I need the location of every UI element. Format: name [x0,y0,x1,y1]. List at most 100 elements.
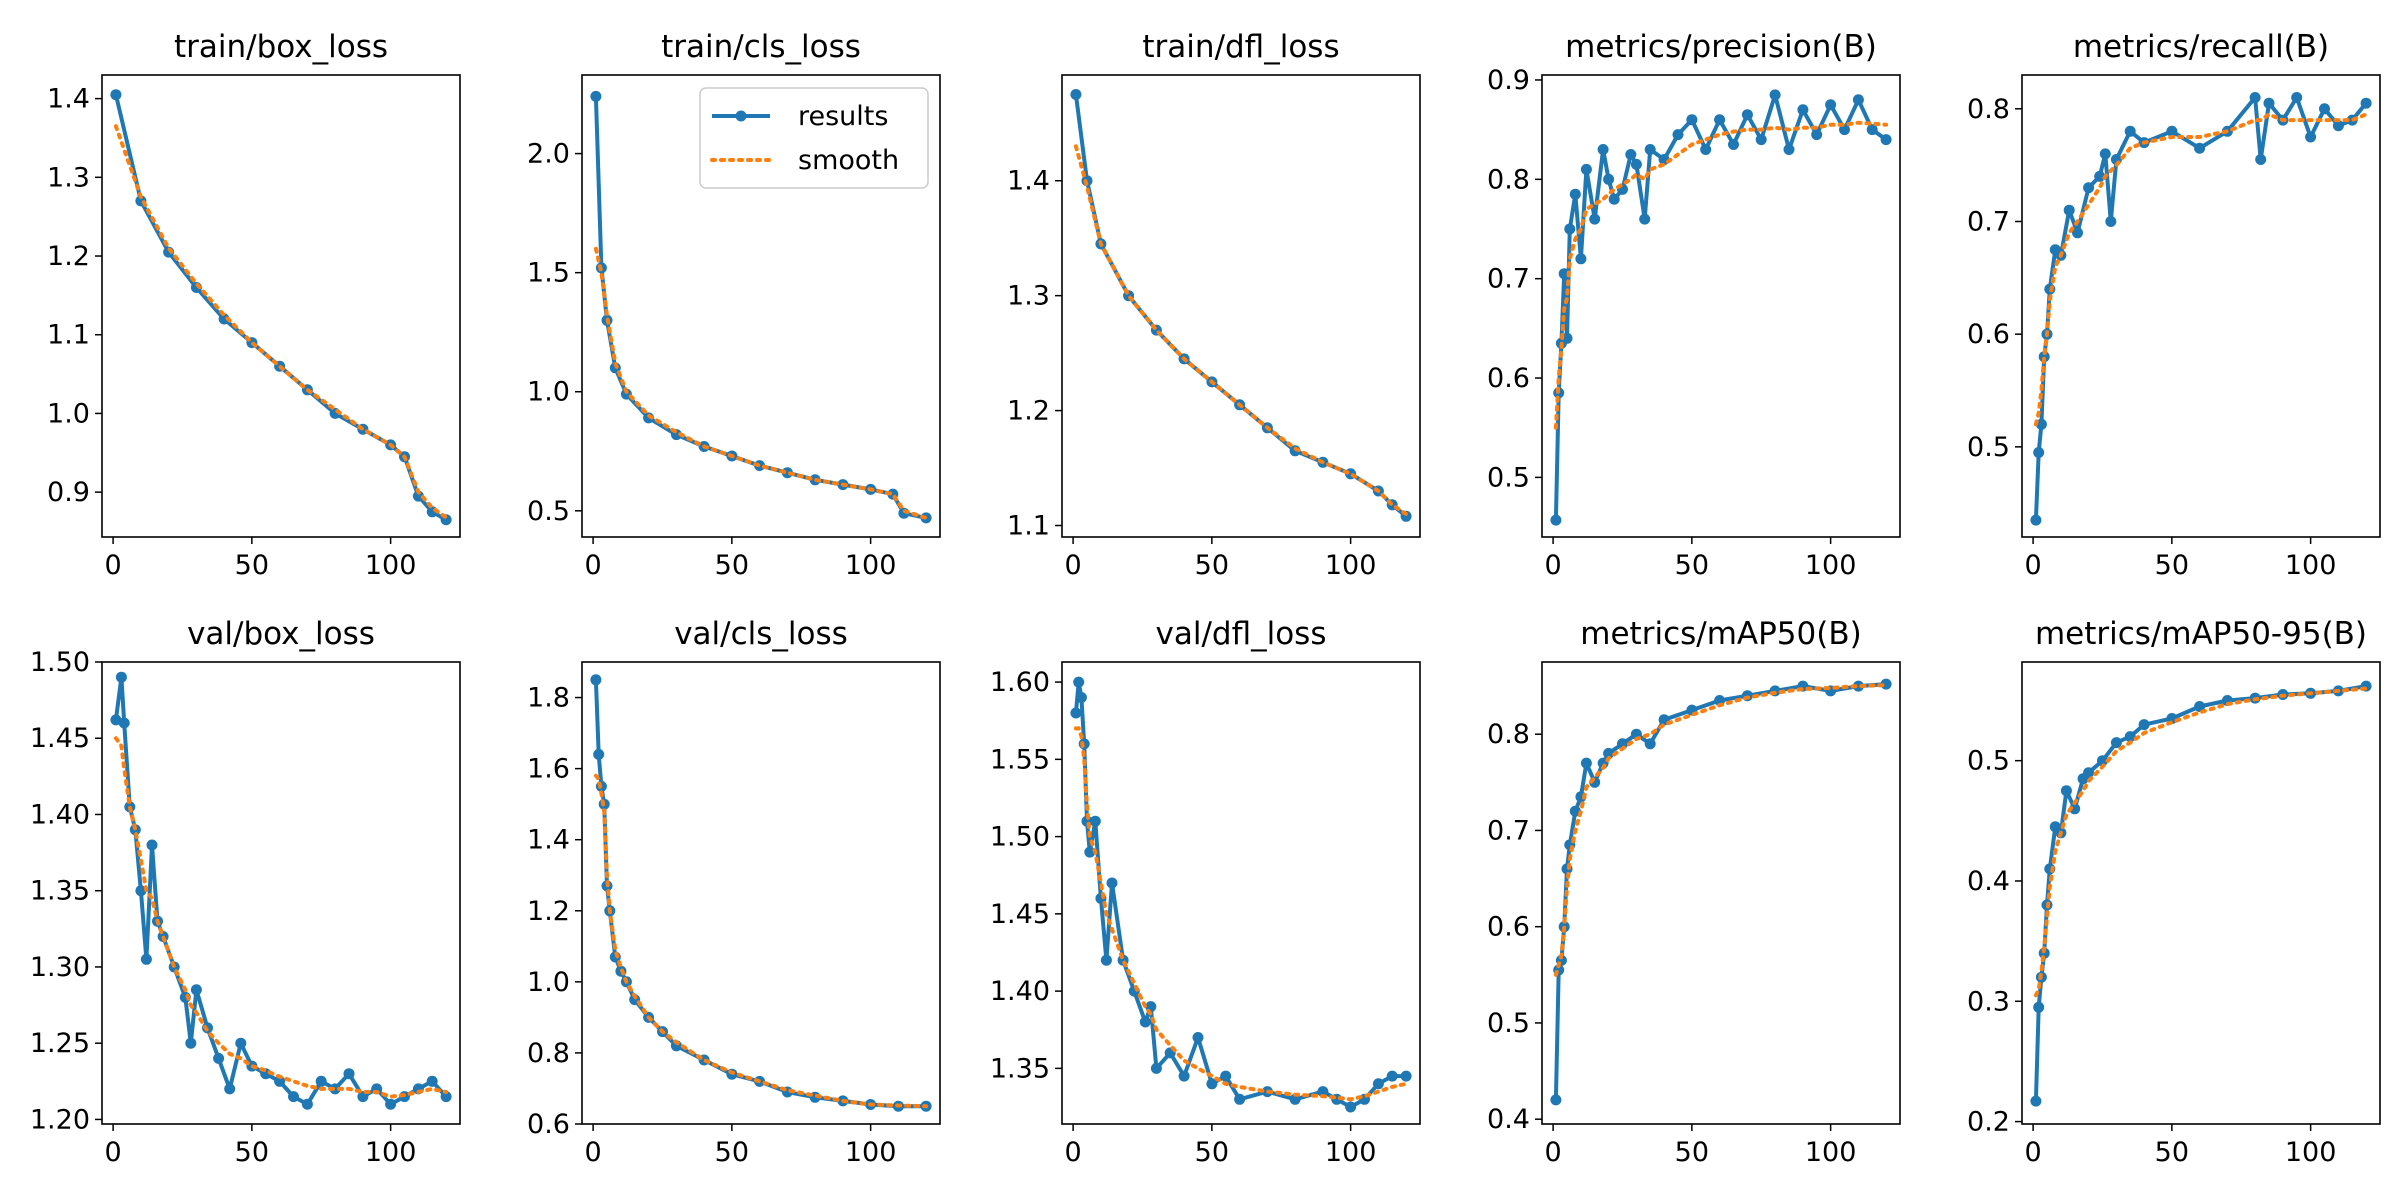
series-results-point [385,1098,397,1110]
series-results-point [1386,1070,1398,1082]
series-results-point [1192,1032,1204,1043]
series-results-point [590,90,602,102]
panel-train-dfl-loss: train/dfl_loss 0 50 100 1.1 1.2 1.3 1.4 [1007,29,1421,581]
y-tick-label: 0.7 [1967,206,2010,237]
series-results-point [2063,204,2075,216]
series-results-point [2083,182,2095,194]
series-results-point [2291,92,2303,103]
series-results-point [1852,680,1864,692]
y-tick-label: 1.40 [990,976,1050,1007]
x-tick-label: 100 [845,1137,897,1168]
axes-frame [1061,661,1421,1125]
panel-title: train/dfl_loss [1142,29,1339,65]
axes-frame [581,74,941,538]
axes-frame [101,661,461,1125]
series-results-point [1811,129,1823,141]
panel-title: metrics/recall(B) [2073,29,2329,65]
series-results-point [2083,767,2095,779]
series-smooth-line [113,736,449,1099]
series-results-point [1073,676,1085,688]
series-results-point [2110,737,2122,749]
series-results-point [2038,351,2050,363]
x-tick-label: 0 [2025,550,2042,581]
panel-metrics-map50-b: metrics/mAP50(B) 0 50 100 0.4 0.5 0.6 0.7 0.8 [1487,616,1901,1168]
series-results-point [426,1075,438,1087]
y-tick-label: 0.8 [1487,719,1530,750]
series-results-point [1206,1078,1218,1090]
panel-val-cls-loss: val/cls_loss 0 50 100 0.6 0.8 1.0 1.2 1.4 1.6 1.8 [527,616,941,1168]
x-tick-label: 0 [105,1137,122,1168]
series-results-point [1783,144,1795,155]
series-results-point [2072,227,2083,239]
y-tick-label: 0.5 [1487,1008,1530,1039]
y-tick-label: 0.9 [47,477,90,508]
series-results-point [2069,803,2081,815]
x-tick-label: 100 [365,550,417,581]
x-tick-label: 50 [1675,550,1709,581]
panel-title: metrics/precision(B) [1565,29,1877,65]
series-smooth-line [1073,726,1409,1102]
series-results-point [1672,129,1684,141]
y-tick-label: 0.6 [1487,912,1530,943]
panel-title: train/box_loss [174,29,388,65]
x-tick-label: 50 [715,550,749,581]
y-tick-label: 1.35 [30,876,90,907]
series-results-point [1075,692,1087,703]
legend-results-label: results [798,101,888,132]
y-tick-label: 1.6 [527,754,570,785]
panel-val-dfl-loss: val/dfl_loss 0 50 100 1.35 1.40 1.45 1.50 1.55 1.… [990,616,1421,1168]
series-results-point [288,1091,299,1103]
series-results-point [1880,134,1892,146]
series-results-point [115,671,127,683]
series-smooth-line [2033,112,2369,427]
axes-frame [2021,74,2381,538]
y-tick-label: 0.5 [1967,746,2010,777]
y-tick-label: 1.55 [990,744,1050,775]
series-results-point [140,953,152,965]
series-results-point [1569,188,1581,200]
series-smooth-line [1553,120,1889,430]
y-tick-label: 1.0 [47,398,90,429]
y-tick-label: 1.5 [527,258,570,289]
series-results-point [2249,92,2261,103]
legend-smooth-label: smooth [798,145,899,176]
panel-title: val/box_loss [187,616,375,652]
y-tick-label: 1.20 [30,1104,90,1135]
series-results-point [590,674,602,686]
y-tick-label: 1.35 [990,1053,1050,1084]
series-results-point [1852,94,1864,106]
series-smooth-line [1073,144,1409,516]
series-results-point [235,1037,247,1049]
series-results-point [1070,707,1082,719]
y-tick-label: 1.0 [527,377,570,408]
panel-title: metrics/mAP50(B) [1580,616,1861,652]
series-smooth-line [113,124,449,520]
series-results-point [1580,757,1592,769]
series-smooth-line [1553,683,1889,977]
axes-frame [1541,661,1901,1125]
series-results-point [1100,954,1112,966]
y-tick-label: 0.8 [527,1038,570,1069]
series-results-point [1178,1070,1190,1082]
series-results-point [2255,154,2267,165]
series-results-point [2033,447,2045,458]
series-results-point [146,839,158,851]
series-results-point [1550,514,1562,526]
series-results-point [2124,125,2136,137]
series-results-point [301,1098,313,1110]
series-results-point [2360,97,2372,109]
axes-frame [101,74,461,538]
panel-metrics-map50-95-b: metrics/mAP50-95(B) 0 50 100 0.2 0.3 0.4 0.5 [1967,616,2381,1168]
x-tick-label: 0 [1545,550,1562,581]
series-results-point [110,714,122,726]
series-results-point [2332,120,2344,132]
y-tick-label: 1.0 [527,967,570,998]
y-tick-label: 1.1 [47,320,90,351]
series-results-point [1084,846,1096,858]
y-tick-label: 1.50 [990,822,1050,853]
panel-metrics-recall-b: metrics/recall(B) 0 50 100 0.5 0.6 0.7 0.8 [1967,29,2381,581]
y-tick-label: 1.25 [30,1028,90,1059]
series-results-point [1400,1070,1412,1082]
series-results-point [1639,213,1651,225]
